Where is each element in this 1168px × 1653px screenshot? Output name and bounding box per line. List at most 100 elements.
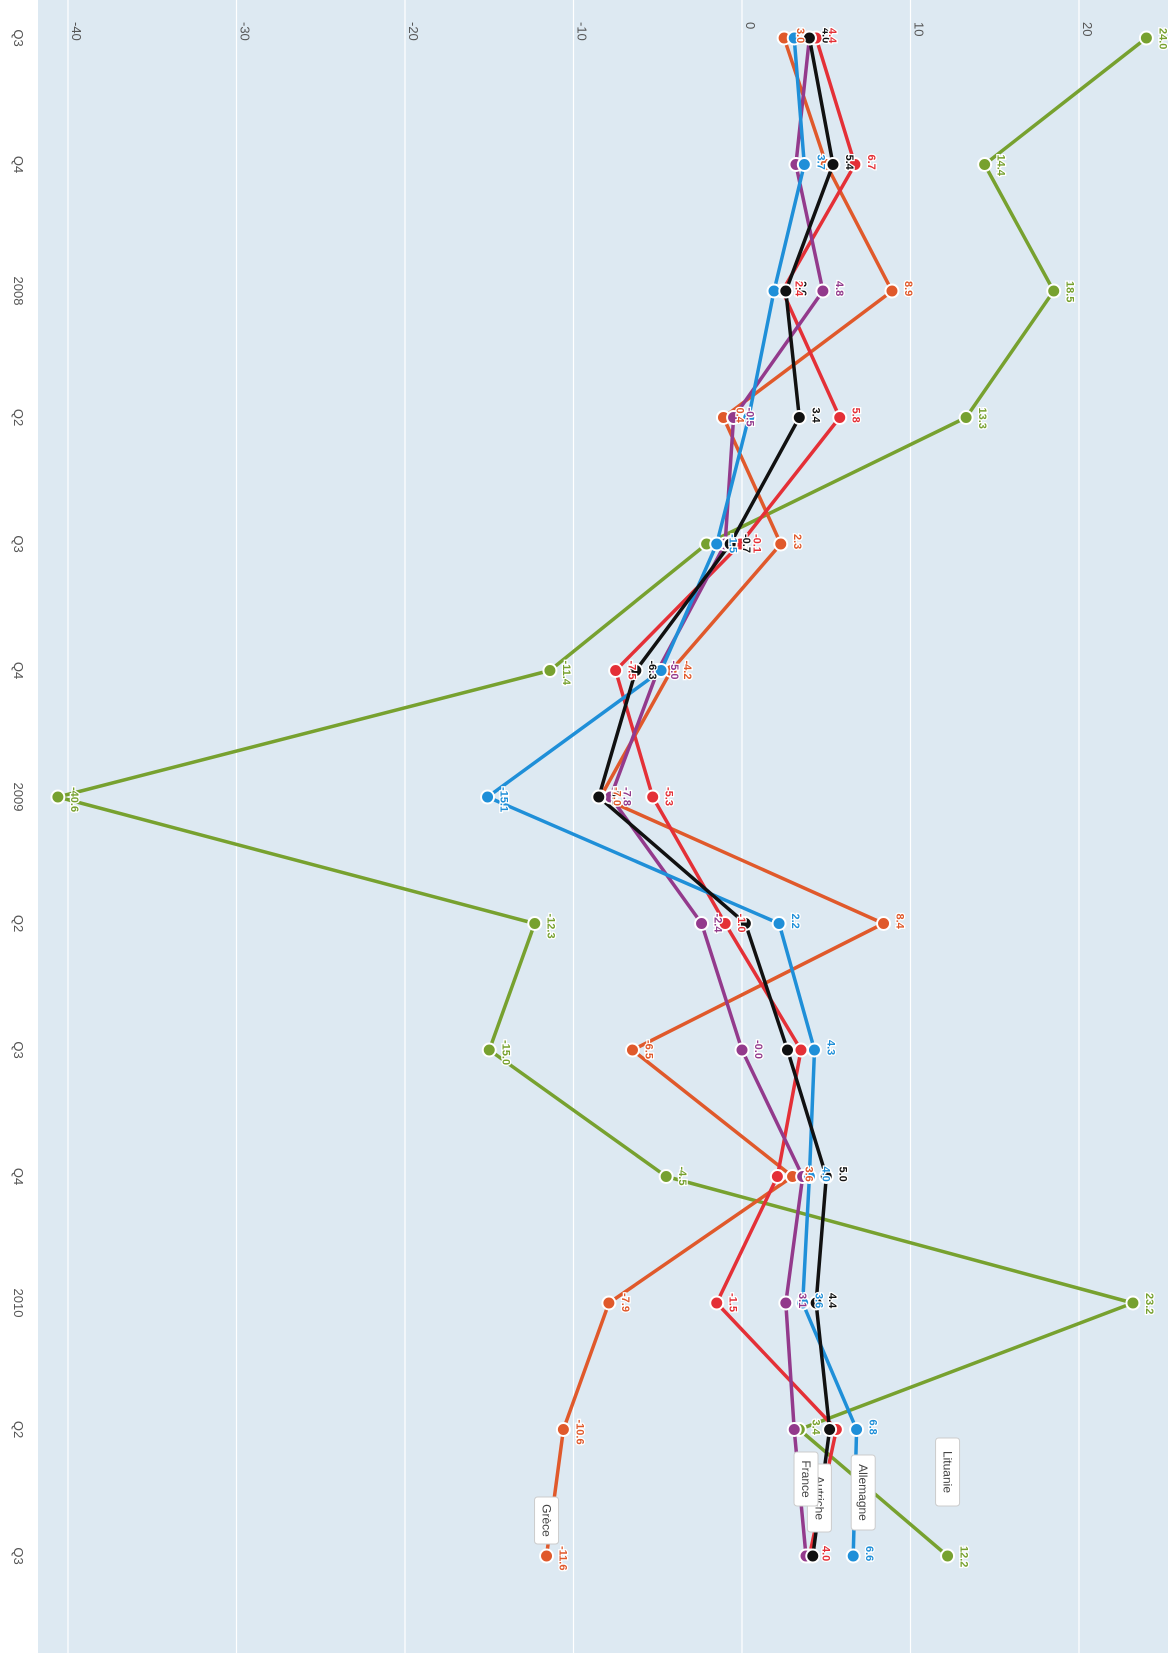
data-label: -5.3 — [663, 787, 675, 806]
series-tag-label: Allemagne — [856, 1464, 870, 1521]
series-marker — [527, 916, 543, 931]
data-label: 5.0 — [836, 1167, 848, 1182]
category-tick-label: Q3 — [11, 535, 26, 552]
data-label: 24.0 — [1156, 28, 1168, 49]
category-tick-label: 2009 — [11, 783, 26, 812]
series-marker — [480, 789, 496, 805]
data-labels: 4.0 5.4 2.6 3.4 -0.7 -6.3 -8.5 5.0 4.4 24.0 14.4 18… — [67, 27, 1168, 1572]
data-label: -6.3 — [646, 661, 658, 680]
series-marker — [1125, 1295, 1141, 1311]
series-marker — [628, 663, 644, 678]
series-tag-box — [935, 1437, 961, 1507]
data-label: 13.3 — [976, 408, 988, 429]
series-marker — [539, 1548, 555, 1564]
data-label: 4.8 — [833, 281, 845, 296]
data-label: 6.7 — [865, 155, 877, 170]
data-label: 3.1 — [796, 1293, 808, 1308]
series-marker — [722, 536, 738, 552]
category-tick-label: 2008 — [11, 277, 26, 306]
series-marker — [793, 1042, 809, 1058]
series-marker — [481, 1042, 497, 1058]
series-marker — [741, 410, 757, 425]
data-label: 18.5 — [1064, 281, 1076, 302]
series-marker — [778, 1295, 794, 1311]
value-tick-label: -10 — [575, 22, 590, 41]
data-label: -0.0 — [752, 1040, 764, 1059]
series-tag-box — [534, 1496, 560, 1545]
data-label: 2.4 — [792, 281, 804, 297]
data-label: 4.3 — [824, 1040, 836, 1055]
data-label: 23.2 — [1143, 1293, 1155, 1314]
data-label: -40.6 — [68, 787, 80, 812]
series-marker — [658, 1169, 674, 1184]
series-marker — [786, 1422, 802, 1437]
data-label: -8.5 — [609, 787, 621, 806]
series-marker — [50, 789, 66, 805]
data-label: 4.0 — [819, 28, 831, 43]
data-label: 4.4 — [826, 28, 838, 44]
data-label: 3.0 — [794, 28, 806, 43]
series-marker — [977, 157, 993, 172]
data-label: -4.5 — [676, 1167, 688, 1186]
value-tick-label: -40 — [69, 22, 84, 41]
category-tick-label: 2010 — [11, 1289, 26, 1318]
data-label: 3.4 — [809, 1420, 821, 1436]
series-marker — [624, 1042, 640, 1058]
series-markers — [50, 30, 1154, 1564]
series-marker — [884, 283, 900, 299]
series-marker — [645, 789, 661, 805]
data-label: 3.4 — [809, 408, 821, 424]
series-marker — [778, 283, 794, 299]
category-tick-label: Q3 — [11, 1547, 26, 1564]
category-axis-ticks: Q3 Q4 2008 Q2 Q3 Q4 2009 Q2 Q3 Q4 2010 Q2 Q3 — [11, 29, 26, 1564]
series-marker — [832, 410, 848, 425]
data-label: 2.3 — [791, 534, 803, 549]
data-label: 6.6 — [863, 1546, 875, 1561]
series-marker — [769, 1169, 785, 1184]
data-label: -11.6 — [557, 1546, 569, 1570]
data-label: -0.1 — [750, 534, 762, 553]
category-tick-label: Q4 — [11, 156, 26, 173]
series-marker — [608, 663, 624, 678]
series-marker — [653, 663, 669, 678]
data-label: 3.6 — [803, 1167, 815, 1182]
series-marker — [591, 789, 607, 805]
data-label: 8.9 — [902, 281, 914, 296]
data-label: 6.8 — [867, 1420, 879, 1435]
data-label: -4.2 — [681, 661, 693, 680]
data-label: 3.6 — [813, 1293, 825, 1308]
data-label: 4.0 — [819, 1546, 831, 1561]
data-label: -12.3 — [545, 914, 557, 939]
data-label: -7.9 — [619, 1293, 631, 1312]
series-marker — [805, 1548, 821, 1564]
series-marker — [815, 283, 831, 299]
series-marker — [791, 410, 807, 425]
series-marker — [801, 30, 817, 46]
data-label: 3.7 — [814, 155, 826, 170]
series-marker — [796, 157, 812, 172]
value-tick-label: -30 — [238, 22, 253, 41]
series-marker — [786, 30, 802, 46]
data-label: 5.4 — [843, 155, 855, 171]
series-marker — [694, 916, 710, 931]
data-label: -0.7 — [740, 534, 752, 553]
series-marker — [847, 157, 863, 172]
series-marker — [734, 1042, 750, 1058]
category-tick-label: Q4 — [11, 662, 26, 679]
series-marker — [818, 1169, 834, 1184]
series-marker — [717, 916, 733, 931]
series-tag-box — [850, 1454, 876, 1531]
series-marker — [825, 157, 841, 172]
series-marker — [771, 916, 787, 931]
data-label: 5.8 — [850, 408, 862, 423]
data-label: 2.6 — [796, 281, 808, 296]
series-marker — [822, 1422, 838, 1437]
data-label: -15.1 — [498, 787, 510, 812]
series-marker — [808, 1295, 824, 1311]
series-marker — [958, 410, 974, 425]
series-marker — [726, 410, 742, 425]
value-tick-label: -20 — [406, 22, 421, 41]
data-label: 8.4 — [894, 914, 906, 930]
series-marker — [801, 1169, 817, 1184]
